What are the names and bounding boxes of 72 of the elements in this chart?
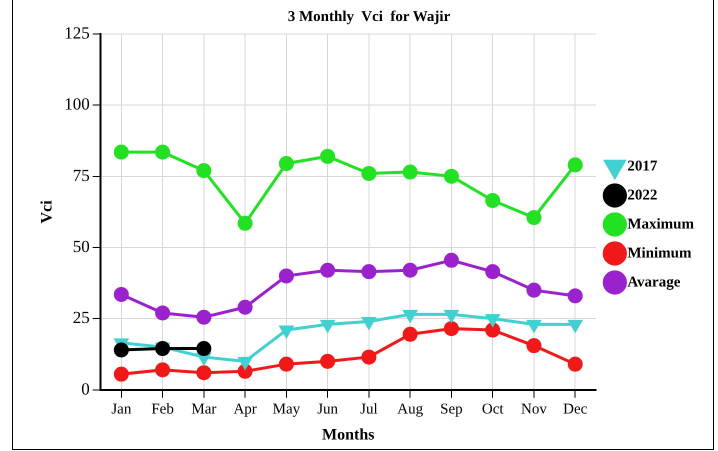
point [320,262,336,278]
point [402,164,418,180]
y-tick-label: 0 [81,379,90,398]
point [444,168,459,184]
x-tick-label: Jun [317,402,339,418]
point [320,354,336,369]
x-tick-label: Aug [397,402,424,418]
x-axis-title: Months [322,426,374,444]
legend-label: 2022 [627,187,658,204]
point [320,320,334,332]
point [444,252,459,268]
legend-label: Minimum [627,245,692,262]
x-tick-label: Mar [191,402,216,418]
y-axis-title: Vci [38,200,56,224]
legend-label: 2017 [627,158,658,174]
point [320,148,336,164]
point [196,163,212,178]
point [278,356,294,372]
point [196,365,212,380]
point [527,320,541,332]
point [196,341,212,356]
point [444,310,458,322]
point [361,166,376,181]
point [485,193,500,208]
y-tick-label: 50 [72,236,90,256]
point [568,320,582,332]
point [238,356,252,369]
point [486,314,500,326]
point [362,316,376,329]
point [568,157,583,172]
point [238,300,253,315]
point [114,144,129,160]
x-tick-label: Feb [151,402,174,418]
x-tick-label: Apr [233,402,257,418]
point [280,326,294,338]
point [114,366,129,382]
point [155,362,170,378]
y-tick-label: 125 [64,23,90,42]
point [114,342,129,358]
y-tick-label: 75 [72,166,90,185]
x-tick-label: May [272,402,301,418]
legend-label: Avarage [627,274,681,290]
point [155,305,170,320]
x-tick-label: Dec [563,402,588,418]
x-tick-label: Oct [482,402,504,418]
x-tick-label: Nov [521,402,548,418]
chart-title: 3 Monthly Vci for Wajir [288,8,451,25]
x-tick-label: Jan [111,402,132,418]
point [278,156,294,172]
point [155,144,170,160]
point [402,326,418,342]
point [402,262,418,278]
point [361,350,376,365]
point [278,268,294,284]
x-tick-label: Sep [440,402,463,418]
legend-label: Maximum [627,216,695,232]
point [485,322,500,338]
point [238,216,253,231]
point [444,321,459,336]
point [485,264,500,280]
x-tick-label: Jul [360,402,378,418]
point [361,264,376,280]
point [526,210,542,226]
y-tick-label: 25 [72,308,90,328]
point [526,338,542,354]
point [114,286,129,302]
y-tick-label: 100 [64,94,90,114]
point [403,310,417,322]
point [568,356,583,372]
point [196,310,212,325]
point [526,282,542,298]
point [568,288,583,304]
